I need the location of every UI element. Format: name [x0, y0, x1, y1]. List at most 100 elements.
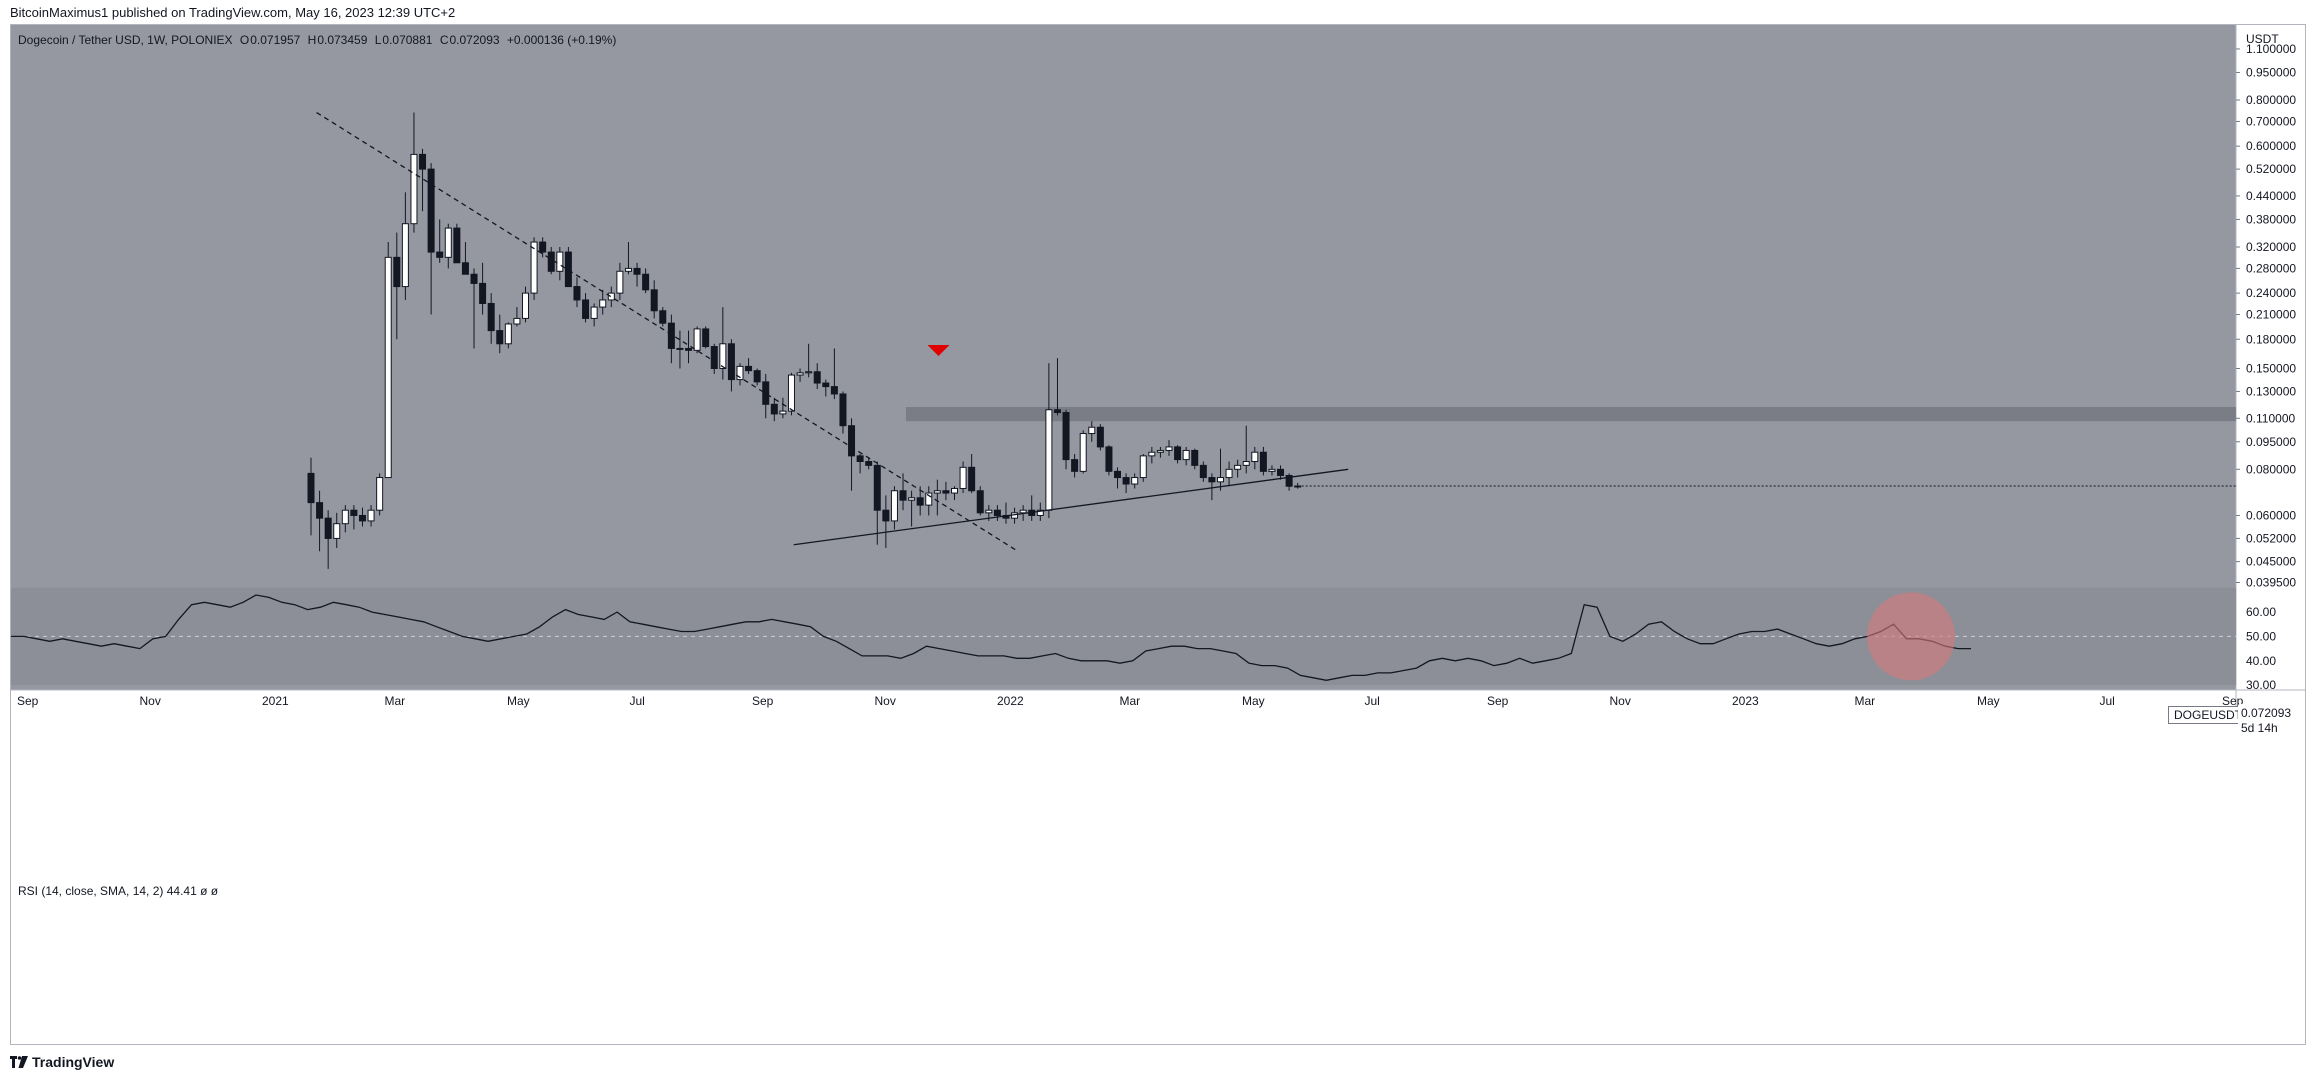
- candle-body: [985, 509, 993, 514]
- price-tick-label: 0.280000: [2246, 261, 2296, 275]
- candle-body: [1122, 477, 1130, 485]
- candle-body: [770, 403, 778, 415]
- candle-body: [316, 502, 324, 519]
- candle-body: [479, 282, 487, 304]
- symbol-label: Dogecoin / Tether USD, 1W, POLONIEX: [18, 33, 233, 47]
- candle-body: [667, 322, 675, 349]
- candle-body: [599, 299, 607, 308]
- price-tick-label: 0.950000: [2246, 65, 2296, 79]
- candle-body: [547, 251, 555, 272]
- candle-body: [916, 497, 924, 506]
- time-axis-label: Sep: [1487, 694, 1509, 708]
- time-axis-label: Mar: [1855, 694, 1876, 708]
- candle-body: [573, 286, 581, 301]
- candle-body: [616, 270, 624, 294]
- time-axis-label: 2021: [262, 694, 289, 708]
- candle-body: [702, 328, 710, 348]
- candle-body: [873, 464, 881, 511]
- candle-body: [333, 523, 341, 539]
- candle-body: [805, 371, 813, 374]
- bar-countdown: 5d 14h: [2241, 721, 2278, 735]
- candle-body: [307, 472, 315, 504]
- candle-body: [487, 302, 495, 332]
- time-axis-label: 2022: [997, 694, 1024, 708]
- candle-body: [324, 517, 332, 539]
- close-value: 0.072093: [449, 33, 500, 47]
- high-value: 0.073459: [317, 33, 368, 47]
- candle-body: [1088, 426, 1096, 435]
- candle-body: [753, 370, 761, 383]
- candle-body: [341, 509, 349, 525]
- candle-body: [839, 393, 847, 427]
- candle-body: [1148, 451, 1156, 457]
- time-axis-label: Mar: [385, 694, 406, 708]
- price-tick-label: 0.600000: [2246, 139, 2296, 153]
- price-tick-label: 0.180000: [2246, 332, 2296, 346]
- candle-body: [419, 153, 427, 170]
- bearish-marker-icon: [927, 345, 950, 356]
- candle-body: [427, 168, 435, 253]
- candle-body: [1277, 468, 1285, 476]
- time-axis-label: Sep: [752, 694, 774, 708]
- candle-body: [1208, 477, 1216, 483]
- price-tick-label: 0.045000: [2246, 555, 2296, 569]
- candle-body: [1114, 470, 1122, 479]
- price-tick-label: 0.052000: [2246, 531, 2296, 545]
- candle-body: [685, 347, 693, 351]
- candle-body: [779, 410, 787, 415]
- time-axis-label: Nov: [875, 694, 896, 708]
- price-tick-label: 0.380000: [2246, 212, 2296, 226]
- candle-body: [453, 227, 461, 264]
- price-tick-label: 0.320000: [2246, 240, 2296, 254]
- candle-body: [530, 241, 538, 294]
- price-tick-label: 0.060000: [2246, 508, 2296, 522]
- open-label: O: [239, 33, 250, 47]
- candle-body: [564, 251, 572, 288]
- candle-body: [376, 477, 384, 511]
- price-tick-label: 0.520000: [2246, 162, 2296, 176]
- candle-body: [1131, 477, 1139, 485]
- candle-body: [659, 310, 667, 324]
- rsi-legend: RSI (14, close, SMA, 14, 2) 44.41 ø ø: [18, 884, 218, 898]
- price-tick-label: 0.210000: [2246, 308, 2296, 322]
- candle-body: [393, 256, 401, 288]
- candle-body: [513, 317, 521, 325]
- symbol-tag: DOGEUSDT: [2168, 706, 2249, 724]
- candle-body: [1036, 509, 1044, 516]
- candle-body: [624, 267, 632, 272]
- candle-body: [968, 466, 976, 492]
- candle-body: [1105, 446, 1113, 472]
- price-tick-label: 0.080000: [2246, 462, 2296, 476]
- chart-canvas[interactable]: 1.100000 0.950000 0.800000 0.700000 0.600000…: [11, 25, 2305, 1044]
- price-tick-label: 0.700000: [2246, 114, 2296, 128]
- price-tick-label: 0.095000: [2246, 435, 2296, 449]
- candle-body: [856, 455, 864, 463]
- candle-body: [470, 273, 478, 284]
- rsi-extra: ø ø: [200, 884, 219, 898]
- candle-body: [504, 323, 512, 345]
- tradingview-logo-icon: [10, 1056, 28, 1068]
- last-price-box: 0.072093 5d 14h: [2238, 704, 2300, 738]
- candle-body: [1199, 464, 1207, 479]
- candle-body: [642, 273, 650, 291]
- candle-body: [1225, 468, 1233, 479]
- candle-body: [1191, 449, 1199, 466]
- last-price-value: 0.072093: [2241, 706, 2292, 720]
- candle-body: [745, 365, 753, 372]
- price-tick-label: 0.110000: [2246, 411, 2295, 425]
- candle-body: [436, 251, 444, 258]
- candle-body: [882, 509, 890, 522]
- low-value: 0.070881: [382, 33, 433, 47]
- time-axis-label: Nov: [1610, 694, 1631, 708]
- rsi-line: [11, 594, 1971, 681]
- candle-body: [1259, 451, 1267, 472]
- low-label: L: [374, 33, 382, 47]
- candle-body: [908, 497, 916, 501]
- candle-body: [736, 365, 744, 381]
- candle-body: [1251, 451, 1259, 463]
- publisher-header: BitcoinMaximus1 published on TradingView…: [0, 0, 2314, 24]
- candle-body: [1268, 468, 1276, 472]
- candle-body: [813, 371, 821, 384]
- candle-body: [582, 299, 590, 319]
- candle-body: [822, 382, 830, 388]
